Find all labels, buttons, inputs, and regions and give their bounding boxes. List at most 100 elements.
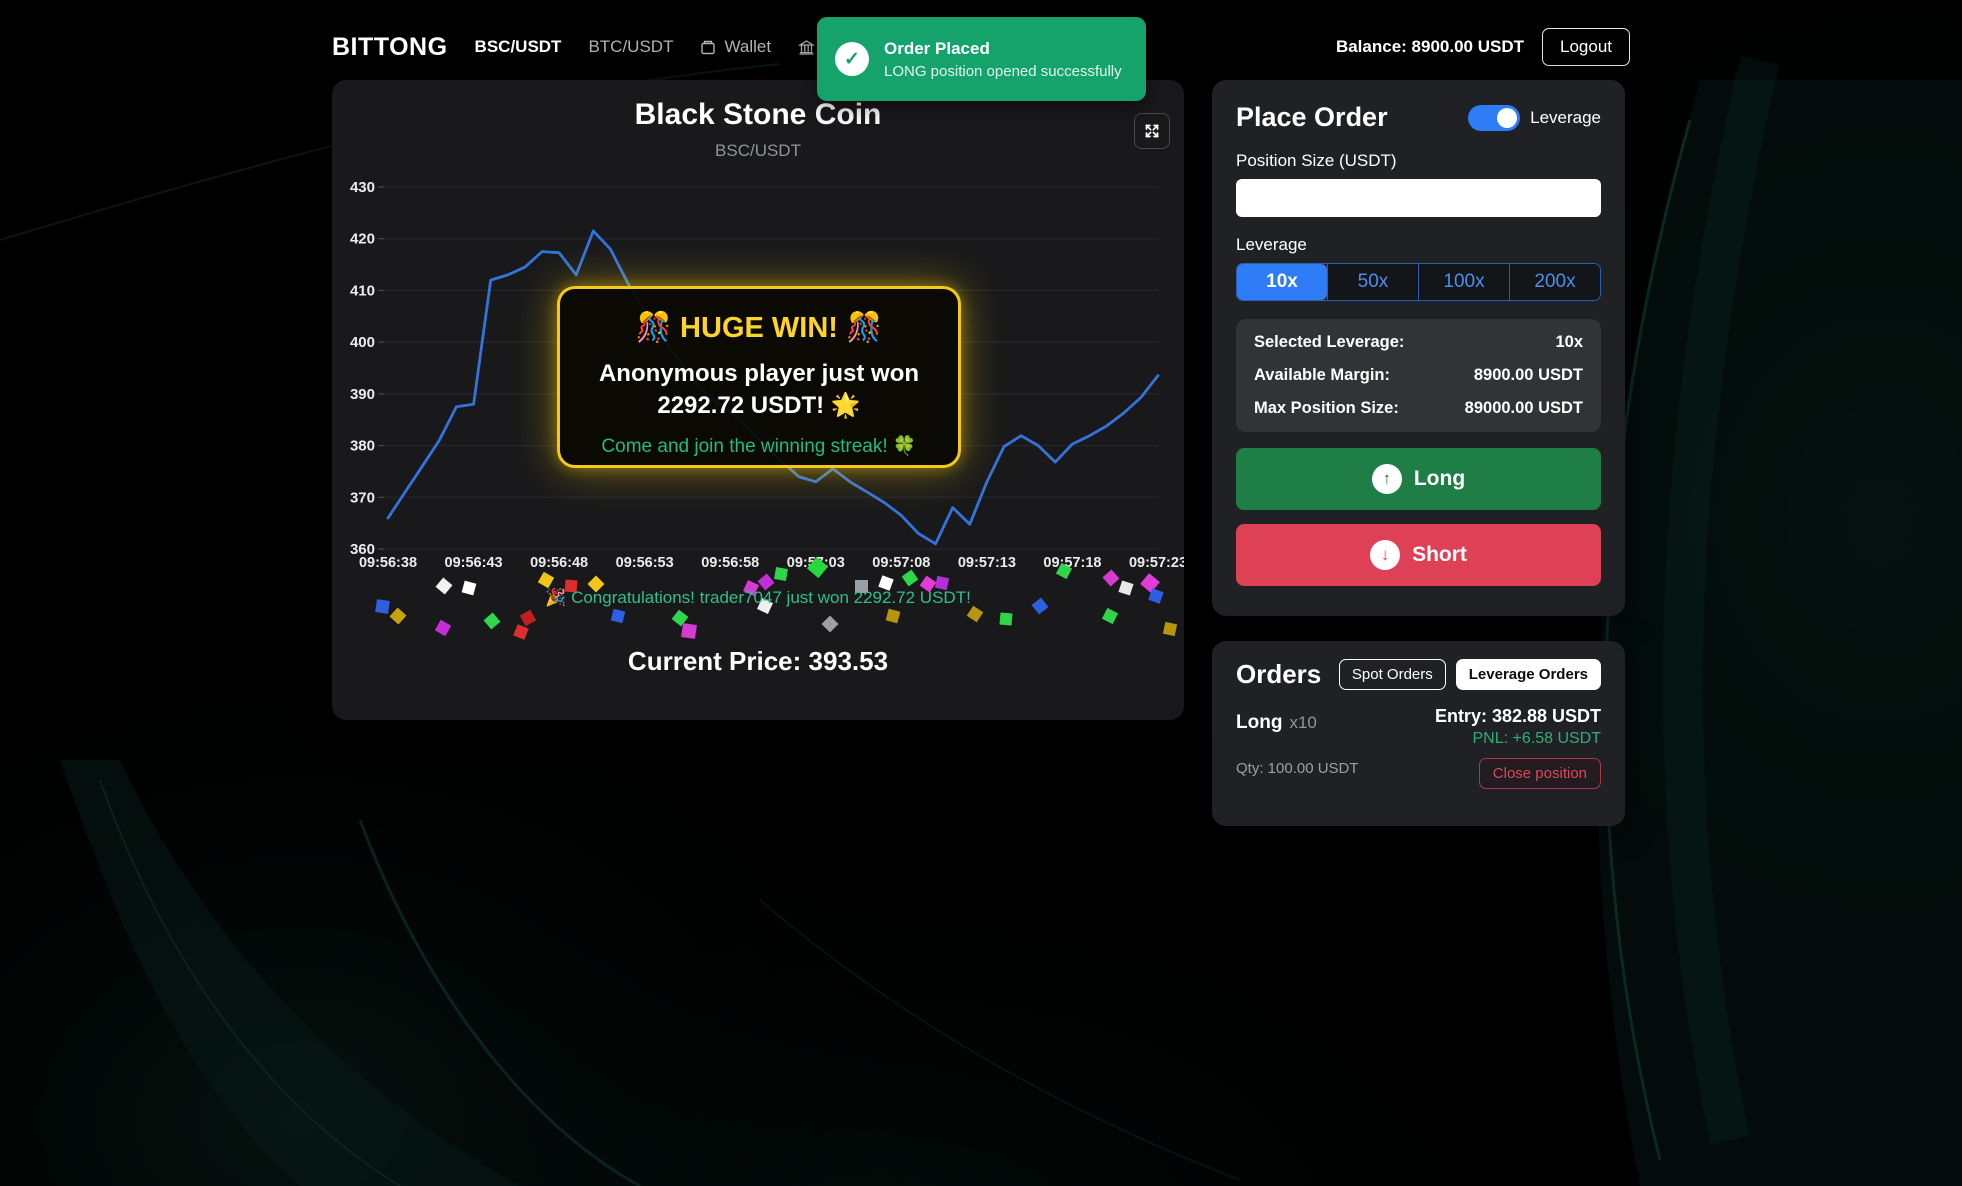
huge-win-popup: 🎊 HUGE WIN! 🎊 Anonymous player just won …: [557, 286, 961, 468]
x-tick-label: 09:56:38: [359, 555, 417, 571]
x-tick-label: 09:56:53: [616, 555, 674, 571]
y-tick-label: 430: [350, 179, 375, 196]
position-leverage: x10: [1289, 713, 1317, 732]
huge-win-title: 🎊 HUGE WIN! 🎊: [635, 312, 883, 344]
up-arrow-icon: ↑: [1371, 464, 1402, 494]
leverage-option-10x[interactable]: 10x: [1237, 264, 1327, 300]
y-tick-label: 390: [350, 386, 375, 403]
y-tick-label: 400: [350, 334, 375, 351]
toast-message: LONG position opened successfully: [884, 62, 1122, 80]
y-tick-label: 380: [350, 438, 375, 455]
confetti-piece: [483, 612, 501, 630]
confetti-piece: [999, 612, 1013, 626]
x-tick-label: 09:56:43: [445, 555, 503, 571]
info-row-value: 10x: [1555, 333, 1583, 351]
info-row-label: Max Position Size:: [1254, 399, 1399, 417]
confetti-piece: [519, 609, 537, 627]
y-tick-label: 370: [350, 489, 375, 506]
confetti-piece: [389, 607, 407, 625]
nav-item-label: Wallet: [724, 37, 772, 56]
info-row-value: 8900.00 USDT: [1473, 366, 1583, 384]
place-order-panel: Place Order Leverage Position Size (USDT…: [1212, 80, 1625, 616]
tab-leverage-orders[interactable]: Leverage Orders: [1455, 659, 1601, 690]
nav-item-btc-usdt[interactable]: BTC/USDT: [588, 37, 673, 57]
confetti-piece: [885, 608, 901, 624]
nav-item-wallet[interactable]: Wallet: [700, 37, 771, 57]
info-row: Selected Leverage: 10x: [1254, 333, 1583, 352]
x-tick-label: 09:57:23: [1129, 555, 1184, 571]
position-qty: Qty: 100.00 USDT: [1236, 760, 1359, 777]
position-size-input[interactable]: [1236, 179, 1601, 217]
confetti-piece: [681, 623, 697, 639]
nav-item-bsc-usdt[interactable]: BSC/USDT: [475, 37, 562, 57]
leverage-option-50x[interactable]: 50x: [1327, 264, 1418, 300]
confetti-piece: [513, 624, 529, 640]
leverage-option-200x[interactable]: 200x: [1509, 264, 1600, 300]
bank-icon: [798, 39, 816, 56]
info-row-value: 89000.00 USDT: [1464, 399, 1583, 417]
orders-tabs: Spot Orders Leverage Orders: [1338, 659, 1601, 690]
info-row-label: Available Margin:: [1254, 366, 1391, 384]
x-tick-label: 09:57:13: [958, 555, 1016, 571]
leverage-option-100x[interactable]: 100x: [1418, 264, 1509, 300]
nav-item-label: BSC/USDT: [474, 37, 562, 56]
down-arrow-icon: ↓: [1370, 540, 1401, 570]
leverage-info-box: Selected Leverage: 10x Available Margin: 89…: [1236, 319, 1601, 432]
leverage-toggle-label: Leverage: [1530, 107, 1601, 127]
tab-spot-orders[interactable]: Spot Orders: [1338, 659, 1446, 690]
confetti-piece: [671, 609, 689, 627]
close-position-button[interactable]: Close position: [1478, 758, 1601, 789]
y-tick-label: 410: [350, 282, 375, 299]
x-tick-label: 09:57:03: [787, 555, 845, 571]
confetti-piece: [1162, 621, 1178, 637]
leverage-options: 10x 50x 100x 200x: [1236, 263, 1601, 301]
toast-title: Order Placed: [884, 38, 990, 58]
leverage-toggle[interactable]: [1468, 104, 1521, 131]
long-button-label: Long: [1413, 467, 1466, 490]
chart-title: Black Stone Coin: [634, 98, 882, 131]
nav-item-label: BTC/USDT: [588, 37, 674, 56]
orders-panel: Orders Spot Orders Leverage Orders Long x…: [1212, 641, 1625, 826]
info-row: Max Position Size: 89000.00 USDT: [1254, 399, 1583, 418]
chart-card: Black Stone Coin BSC/USDT 360 370 380 390 40…: [332, 80, 1184, 720]
leverage-section-label: Leverage: [1236, 235, 1307, 254]
position-side: Long: [1236, 712, 1283, 733]
orders-title: Orders: [1236, 659, 1322, 689]
long-button[interactable]: ↑ Long: [1236, 448, 1601, 510]
position-pnl: PNL: +6.58 USDT: [1472, 730, 1602, 747]
congrats-ticker: 🎉 Congratulations! trader7047 just won 2…: [545, 588, 971, 607]
info-row-label: Selected Leverage:: [1254, 333, 1405, 351]
balance-label: Balance: 8900.00 USDT: [1335, 37, 1524, 56]
order-placed-toast[interactable]: ✓ Order Placed LONG position opened succ…: [817, 17, 1146, 101]
x-tick-label: 09:56:48: [530, 555, 588, 571]
confetti-piece: [610, 608, 626, 624]
chart-subtitle: BSC/USDT: [715, 141, 801, 160]
y-tick-label: 360: [350, 541, 375, 558]
fullscreen-button[interactable]: [1134, 113, 1170, 149]
confetti-piece: [434, 619, 452, 637]
place-order-title: Place Order: [1236, 102, 1388, 132]
short-button[interactable]: ↓ Short: [1236, 524, 1601, 586]
x-tick-label: 09:56:58: [701, 555, 759, 571]
position-entry: Entry: 382.88 USDT: [1434, 706, 1601, 726]
x-tick-label: 09:57:08: [872, 555, 930, 571]
current-price-label: Current Price: 393.53: [627, 646, 889, 676]
position-size-label: Position Size (USDT): [1236, 151, 1397, 170]
wallet-icon: [700, 39, 717, 56]
confetti-piece: [966, 605, 984, 623]
info-row: Available Margin: 8900.00 USDT: [1254, 366, 1583, 385]
logout-button[interactable]: Logout: [1542, 28, 1630, 66]
confetti-piece: [1101, 607, 1119, 625]
confetti-piece: [821, 615, 839, 633]
huge-win-cta: Come and join the winning streak! 🍀: [601, 436, 917, 458]
short-button-label: Short: [1412, 543, 1467, 566]
brand-logo: BITTONG: [332, 32, 448, 61]
x-tick-label: 09:57:18: [1043, 555, 1101, 571]
open-position-row: Long x10 Qty: 100.00 USDT Entry: 382.88 …: [1236, 706, 1601, 789]
nav-right: Balance: 8900.00 USDT Logout: [1336, 28, 1630, 66]
huge-win-body: Anonymous player just won 2292.72 USDT! …: [598, 360, 920, 419]
expand-icon: [1145, 124, 1159, 138]
y-tick-label: 420: [350, 231, 375, 248]
check-icon: ✓: [835, 42, 869, 76]
toggle-knob: [1497, 107, 1518, 128]
